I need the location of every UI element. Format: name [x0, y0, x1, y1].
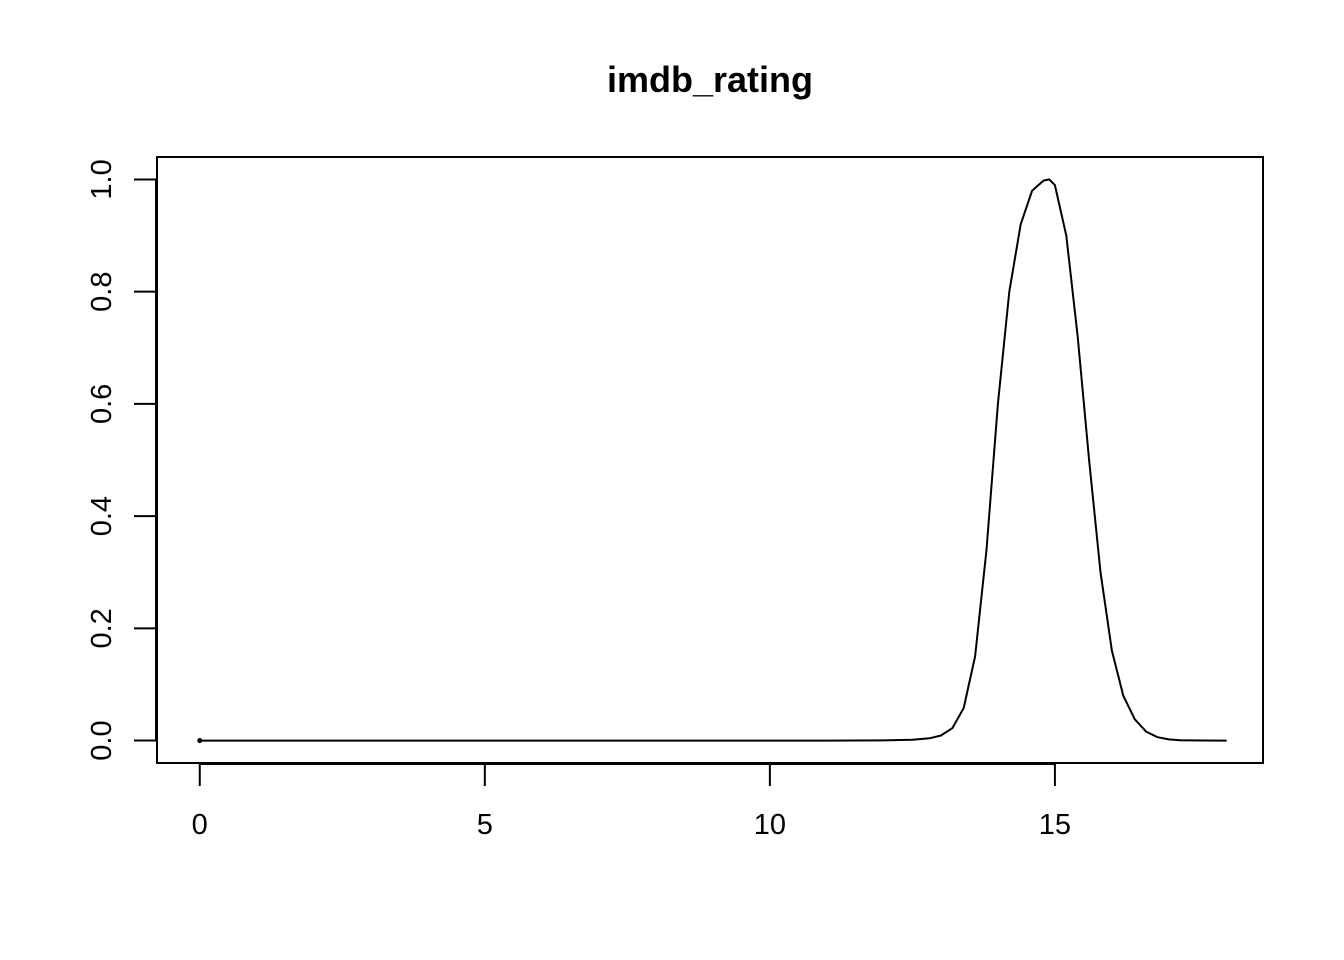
x-tick-label: 10: [754, 809, 786, 841]
density-curve: [198, 178, 1227, 742]
y-tick-label: 0.0: [86, 720, 118, 760]
chart-title: imdb_rating: [607, 59, 813, 100]
y-tick-label: 0.8: [86, 272, 118, 312]
y-tick-label: 0.6: [86, 384, 118, 424]
x-tick-label: 15: [1039, 809, 1071, 841]
y-tick-label: 0.2: [86, 608, 118, 648]
x-axis: 0 5 10 15: [192, 763, 1071, 841]
y-tick-label: 0.4: [86, 496, 118, 536]
y-axis: 0.0 0.2 0.4 0.6 0.8 1.0: [86, 159, 157, 761]
x-tick-label: 5: [477, 809, 493, 841]
plot-frame: [156, 156, 1264, 764]
curve-start-point: [197, 738, 203, 744]
series-layer: [197, 178, 1227, 744]
y-tick-label: 1.0: [86, 159, 118, 199]
x-tick-label: 0: [192, 809, 208, 841]
